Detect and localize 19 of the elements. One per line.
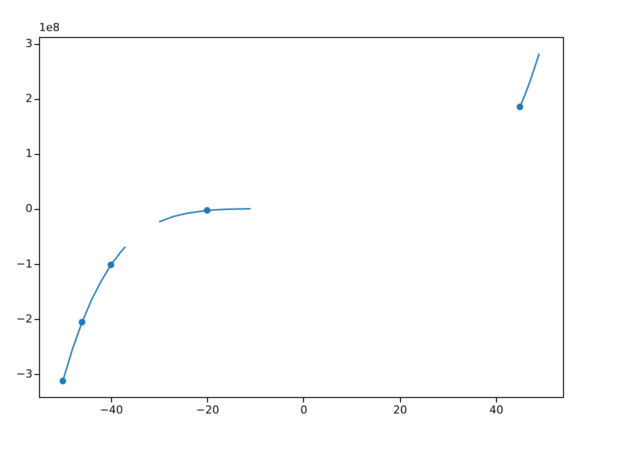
x-tick-label: 40 [489,404,504,416]
x-tick-label: −40 [100,404,124,416]
text: 1e8 [39,21,60,34]
y-tick-label: 2 [26,92,32,106]
point [516,104,524,110]
line-series [158,208,252,223]
x-tick-label: 0 [300,404,308,416]
y-tick-label: −1 [16,257,32,270]
y-tick-label: 3 [26,37,32,50]
y-tick-label: 1 [26,147,32,160]
point [78,318,86,326]
x-tick-label: 20 [393,404,408,416]
point [108,262,114,268]
y-tick-label: −3 [16,367,32,380]
x-tick-label: −20 [196,404,220,416]
y-tick-label: −2 [16,312,32,326]
point [204,207,211,214]
point [59,378,66,384]
y-tick-label: 0 [26,202,32,216]
